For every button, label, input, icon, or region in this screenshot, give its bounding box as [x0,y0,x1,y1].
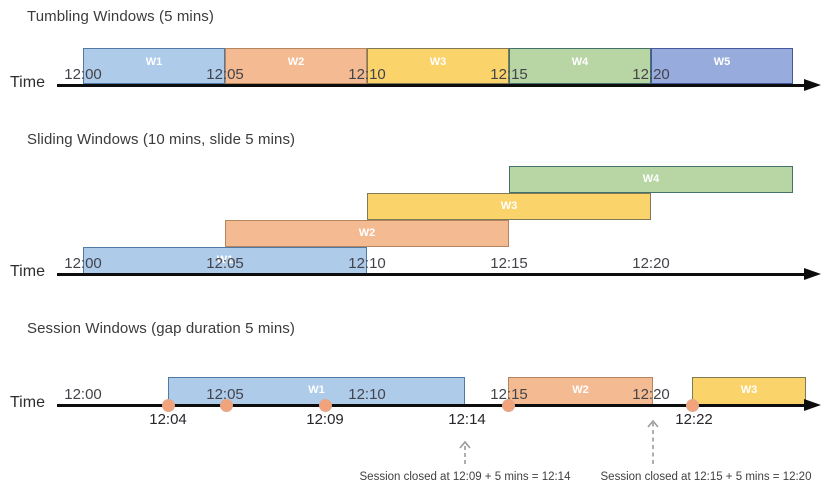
window-label: W1 [216,254,234,266]
event-time-label: 12:04 [149,411,187,428]
window-label: W3 [500,200,518,212]
tick-label: 12:05 [206,66,244,83]
tick-label: 12:00 [64,66,102,83]
session-time-axis [57,404,806,407]
tick-label: 12:10 [348,255,386,272]
tumbling-section-title: Tumbling Windows (5 mins) [27,8,214,25]
window-label: W2 [572,384,589,396]
tumbling-window-w1: W1 [83,48,225,84]
sliding-window-w2: W2 [225,220,509,247]
callout-arrow-up-icon [647,419,659,464]
tick-label: 12:15 [490,386,528,403]
session-section-title: Session Windows (gap duration 5 mins) [27,320,295,337]
tick-label: 12:15 [490,255,528,272]
axis-arrow-icon [804,399,821,411]
event-dot [220,399,233,412]
sliding-window-w4: W4 [509,166,793,193]
session-closed-annotation: Session closed at 12:09 + 5 mins = 12:14 [359,471,571,483]
window-label: W5 [713,56,731,68]
window-label: W1 [145,56,163,68]
sliding-section-title: Sliding Windows (10 mins, slide 5 mins) [27,131,296,148]
callout-arrow-up-icon [459,440,471,464]
window-label: W1 [308,384,325,396]
tick-label: 12:00 [64,255,102,272]
window-label: W3 [429,56,447,68]
session-closed-annotation: Session closed at 12:15 + 5 mins = 12:20 [600,471,812,483]
window-label: W4 [571,56,589,68]
tick-label: 12:20 [632,386,670,403]
sliding-window-w1: W1 [83,247,367,274]
event-time-label: 12:14 [448,411,486,428]
axis-arrow-icon [804,268,821,280]
sliding-time-axis-label: Time [10,263,45,280]
tick-label: 12:10 [348,386,386,403]
window-label: W2 [287,56,305,68]
event-time-label: 12:09 [306,411,344,428]
tumbling-window-w3: W3 [367,48,509,84]
event-time-label: 12:22 [675,411,713,428]
event-dot [502,399,515,412]
tumbling-window-w4: W4 [509,48,651,84]
tick-label: 12:20 [632,255,670,272]
tick-label: 12:10 [348,66,386,83]
tick-label: 12:20 [632,66,670,83]
tumbling-window-w2: W2 [225,48,367,84]
event-dot [686,399,699,412]
session-window-w2: W2 [508,377,653,405]
sliding-time-axis [57,273,806,276]
tumbling-time-axis [57,84,806,87]
tick-label: 12:15 [490,66,528,83]
tumbling-time-axis-label: Time [10,74,45,91]
event-dot [319,399,332,412]
tumbling-window-w5: W5 [651,48,793,84]
session-window-w3: W3 [692,377,806,405]
tick-label: 12:05 [206,255,244,272]
event-dot [162,399,175,412]
axis-arrow-icon [804,79,821,91]
window-label: W2 [358,227,376,239]
sliding-window-w3: W3 [367,193,651,220]
window-label: W4 [642,173,660,185]
tick-label: 12:00 [64,386,102,403]
window-label: W3 [740,384,758,396]
tick-label: 12:05 [206,386,244,403]
session-time-axis-label: Time [10,394,45,411]
